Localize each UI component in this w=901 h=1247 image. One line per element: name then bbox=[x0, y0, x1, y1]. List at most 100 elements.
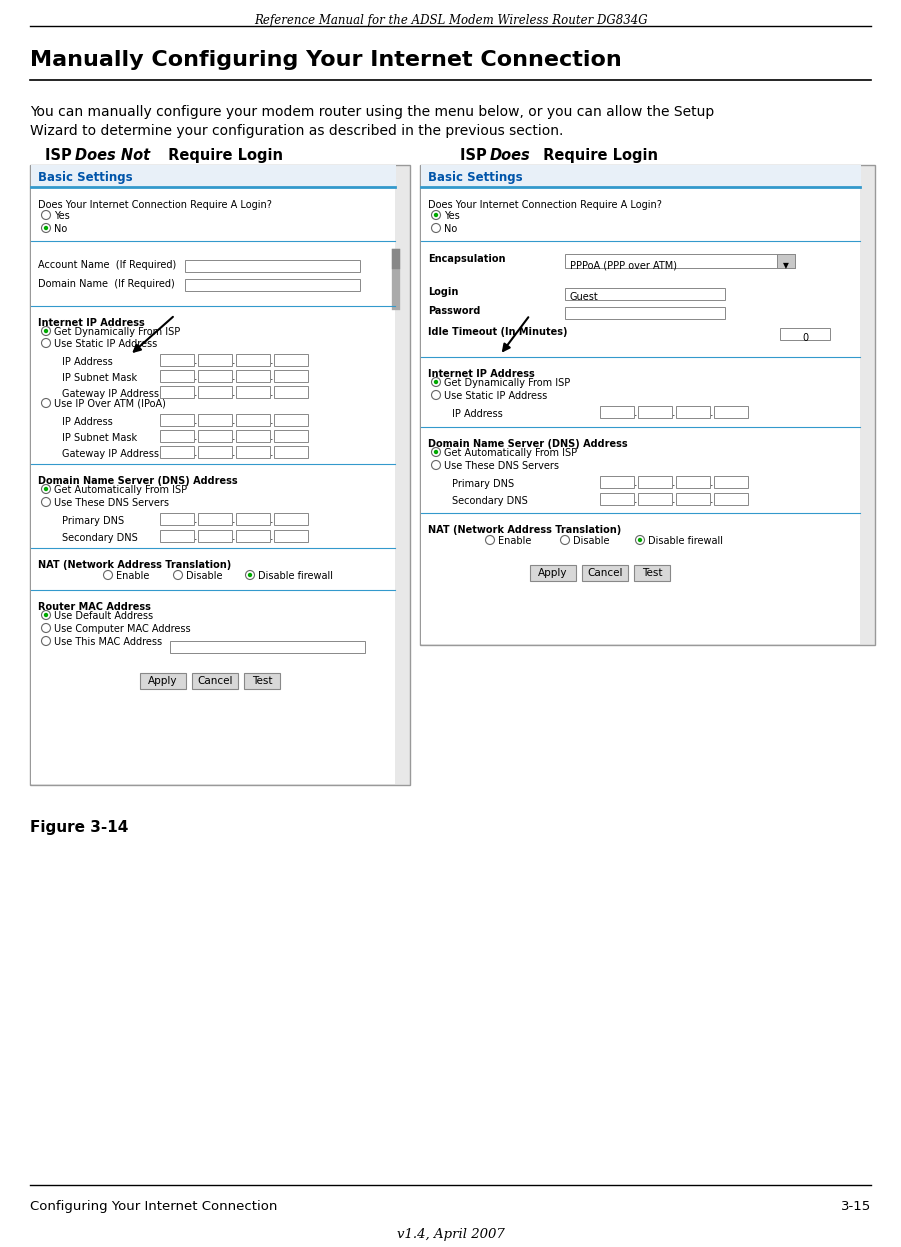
Circle shape bbox=[486, 535, 495, 545]
Text: Basic Settings: Basic Settings bbox=[38, 171, 132, 185]
FancyBboxPatch shape bbox=[274, 530, 308, 542]
Circle shape bbox=[432, 223, 441, 232]
Circle shape bbox=[41, 498, 50, 506]
Text: Configuring Your Internet Connection: Configuring Your Internet Connection bbox=[30, 1200, 278, 1213]
Text: Manually Configuring Your Internet Connection: Manually Configuring Your Internet Conne… bbox=[30, 50, 622, 70]
FancyBboxPatch shape bbox=[160, 370, 194, 382]
FancyBboxPatch shape bbox=[274, 430, 308, 441]
Circle shape bbox=[174, 570, 183, 580]
FancyBboxPatch shape bbox=[244, 673, 280, 690]
Text: Use IP Over ATM (IPoA): Use IP Over ATM (IPoA) bbox=[54, 399, 166, 409]
Circle shape bbox=[432, 211, 441, 219]
Text: .: . bbox=[270, 416, 274, 426]
Text: Login: Login bbox=[428, 287, 459, 297]
FancyBboxPatch shape bbox=[714, 407, 748, 418]
Text: Cancel: Cancel bbox=[587, 567, 623, 579]
FancyBboxPatch shape bbox=[236, 430, 270, 441]
FancyBboxPatch shape bbox=[600, 493, 634, 505]
Circle shape bbox=[432, 460, 441, 470]
Text: .: . bbox=[232, 388, 236, 398]
Text: Test: Test bbox=[642, 567, 662, 579]
Circle shape bbox=[245, 570, 254, 580]
Circle shape bbox=[432, 378, 441, 387]
Text: Yes: Yes bbox=[444, 211, 460, 221]
Text: Apply: Apply bbox=[149, 676, 177, 686]
Text: .: . bbox=[232, 355, 236, 367]
FancyBboxPatch shape bbox=[420, 165, 875, 645]
Text: Enable: Enable bbox=[498, 536, 532, 546]
Text: Use This MAC Address: Use This MAC Address bbox=[54, 637, 162, 647]
Text: ISP: ISP bbox=[45, 148, 77, 163]
Text: .: . bbox=[270, 515, 274, 525]
Text: .: . bbox=[270, 532, 274, 542]
Text: Reference Manual for the ADSL Modem Wireless Router DG834G: Reference Manual for the ADSL Modem Wire… bbox=[254, 14, 647, 27]
FancyBboxPatch shape bbox=[274, 414, 308, 426]
Text: Require Login: Require Login bbox=[538, 148, 658, 163]
Text: 0: 0 bbox=[802, 333, 808, 343]
Circle shape bbox=[41, 338, 50, 348]
FancyBboxPatch shape bbox=[236, 513, 270, 525]
Circle shape bbox=[248, 572, 252, 577]
Text: Use These DNS Servers: Use These DNS Servers bbox=[54, 498, 169, 508]
FancyBboxPatch shape bbox=[160, 354, 194, 367]
FancyBboxPatch shape bbox=[192, 673, 238, 690]
FancyBboxPatch shape bbox=[274, 354, 308, 367]
Text: Router MAC Address: Router MAC Address bbox=[38, 602, 150, 612]
Circle shape bbox=[41, 636, 50, 646]
Text: .: . bbox=[195, 515, 198, 525]
Text: Disable firewall: Disable firewall bbox=[258, 571, 333, 581]
FancyBboxPatch shape bbox=[638, 476, 672, 488]
Text: .: . bbox=[232, 515, 236, 525]
Text: Disable firewall: Disable firewall bbox=[648, 536, 723, 546]
FancyBboxPatch shape bbox=[236, 370, 270, 382]
FancyBboxPatch shape bbox=[638, 407, 672, 418]
FancyBboxPatch shape bbox=[198, 513, 232, 525]
FancyBboxPatch shape bbox=[198, 430, 232, 441]
Text: Domain Name Server (DNS) Address: Domain Name Server (DNS) Address bbox=[38, 476, 238, 486]
FancyBboxPatch shape bbox=[565, 288, 725, 301]
Text: Get Dynamically From ISP: Get Dynamically From ISP bbox=[54, 327, 180, 337]
Text: Get Automatically From ISP: Get Automatically From ISP bbox=[54, 485, 187, 495]
Text: No: No bbox=[444, 224, 457, 234]
Text: Domain Name Server (DNS) Address: Domain Name Server (DNS) Address bbox=[428, 439, 628, 449]
Circle shape bbox=[635, 535, 644, 545]
Text: Wizard to determine your configuration as described in the previous section.: Wizard to determine your configuration a… bbox=[30, 123, 563, 138]
Text: NAT (Network Address Translation): NAT (Network Address Translation) bbox=[38, 560, 232, 570]
FancyBboxPatch shape bbox=[198, 387, 232, 398]
Text: Disable: Disable bbox=[573, 536, 609, 546]
Circle shape bbox=[41, 211, 50, 219]
FancyBboxPatch shape bbox=[160, 446, 194, 458]
Circle shape bbox=[432, 390, 441, 399]
FancyBboxPatch shape bbox=[274, 387, 308, 398]
FancyBboxPatch shape bbox=[236, 530, 270, 542]
Text: .: . bbox=[195, 431, 198, 441]
Text: IP Subnet Mask: IP Subnet Mask bbox=[62, 373, 137, 383]
Text: Cancel: Cancel bbox=[197, 676, 232, 686]
FancyBboxPatch shape bbox=[160, 430, 194, 441]
Circle shape bbox=[41, 485, 50, 494]
FancyBboxPatch shape bbox=[31, 166, 395, 784]
FancyBboxPatch shape bbox=[236, 354, 270, 367]
Text: .: . bbox=[270, 448, 274, 458]
Text: IP Subnet Mask: IP Subnet Mask bbox=[62, 433, 137, 443]
Text: Test: Test bbox=[251, 676, 272, 686]
Circle shape bbox=[560, 535, 569, 545]
FancyBboxPatch shape bbox=[676, 493, 710, 505]
Text: Does: Does bbox=[490, 148, 531, 163]
Circle shape bbox=[41, 399, 50, 408]
FancyBboxPatch shape bbox=[565, 307, 725, 319]
FancyBboxPatch shape bbox=[634, 565, 670, 581]
Text: Encapsulation: Encapsulation bbox=[428, 254, 505, 264]
Text: .: . bbox=[232, 448, 236, 458]
Text: .: . bbox=[195, 388, 198, 398]
Text: .: . bbox=[195, 448, 198, 458]
Circle shape bbox=[433, 213, 438, 217]
Text: Use Default Address: Use Default Address bbox=[54, 611, 153, 621]
Text: .: . bbox=[634, 478, 638, 488]
FancyBboxPatch shape bbox=[236, 414, 270, 426]
Text: Guest: Guest bbox=[570, 292, 599, 302]
Circle shape bbox=[44, 612, 48, 617]
Text: Figure 3-14: Figure 3-14 bbox=[30, 821, 128, 835]
Text: ▼: ▼ bbox=[783, 261, 789, 271]
Circle shape bbox=[433, 380, 438, 384]
